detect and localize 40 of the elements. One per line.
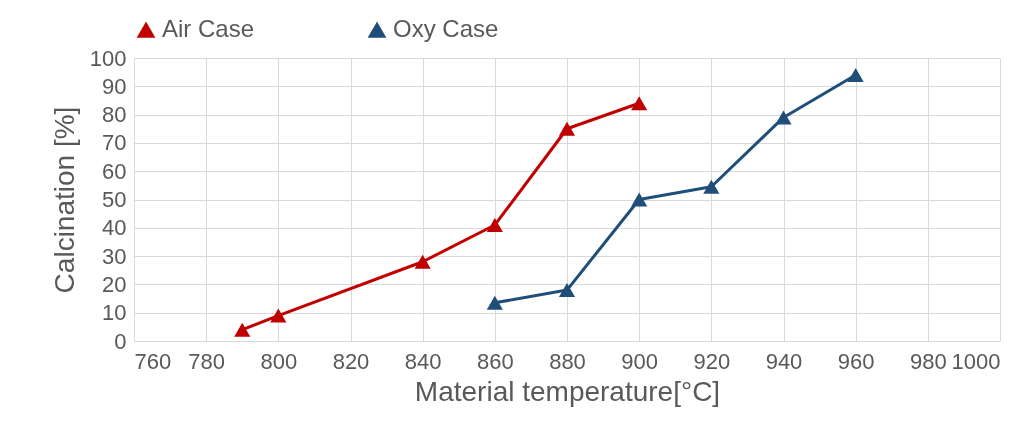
y-tick-label: 90 (102, 73, 127, 99)
legend-label: Oxy Case (393, 15, 499, 42)
x-tick-label: 760 (134, 348, 172, 374)
point (414, 254, 431, 269)
x-tick-label: 820 (332, 348, 370, 374)
point (631, 96, 648, 111)
point (234, 322, 251, 337)
x-tick-label: 940 (765, 348, 803, 374)
y-tick-label: 20 (102, 271, 127, 297)
legend-label: Air Case (162, 15, 255, 42)
y-tick-label: 30 (102, 243, 127, 269)
x-tick-label: 980 (909, 348, 947, 374)
point (270, 308, 287, 323)
y-tick-label: 100 (89, 45, 127, 71)
x-tick-label: 920 (693, 348, 731, 374)
point (558, 121, 576, 136)
y-tick-label: 10 (102, 300, 127, 326)
y-tick-label: 80 (102, 102, 127, 128)
point (558, 283, 576, 298)
point (775, 110, 792, 125)
x-tick-label: 960 (837, 348, 875, 374)
y-tick-label: 60 (102, 158, 127, 184)
y-tick-label: 70 (102, 130, 127, 156)
y-tick-label: 0 (114, 328, 127, 354)
point (631, 192, 648, 207)
x-tick-label: 880 (549, 348, 586, 374)
y-tick-label: 40 (102, 215, 127, 241)
point (847, 68, 864, 82)
x-tick-label: 1000 (951, 348, 1001, 374)
point (486, 217, 503, 232)
x-tick-label: 860 (476, 348, 514, 374)
y-tick-label: 50 (102, 187, 127, 212)
x-axis-title: Material temperature[°C] (414, 375, 721, 407)
point (703, 179, 720, 194)
x-tick-label: 900 (621, 348, 659, 374)
x-tick-label: 840 (404, 348, 442, 374)
y-axis-title: Calcination [%] (48, 106, 80, 294)
point (486, 295, 503, 310)
x-tick-label: 800 (260, 348, 298, 374)
x-tick-label: 780 (188, 348, 226, 374)
